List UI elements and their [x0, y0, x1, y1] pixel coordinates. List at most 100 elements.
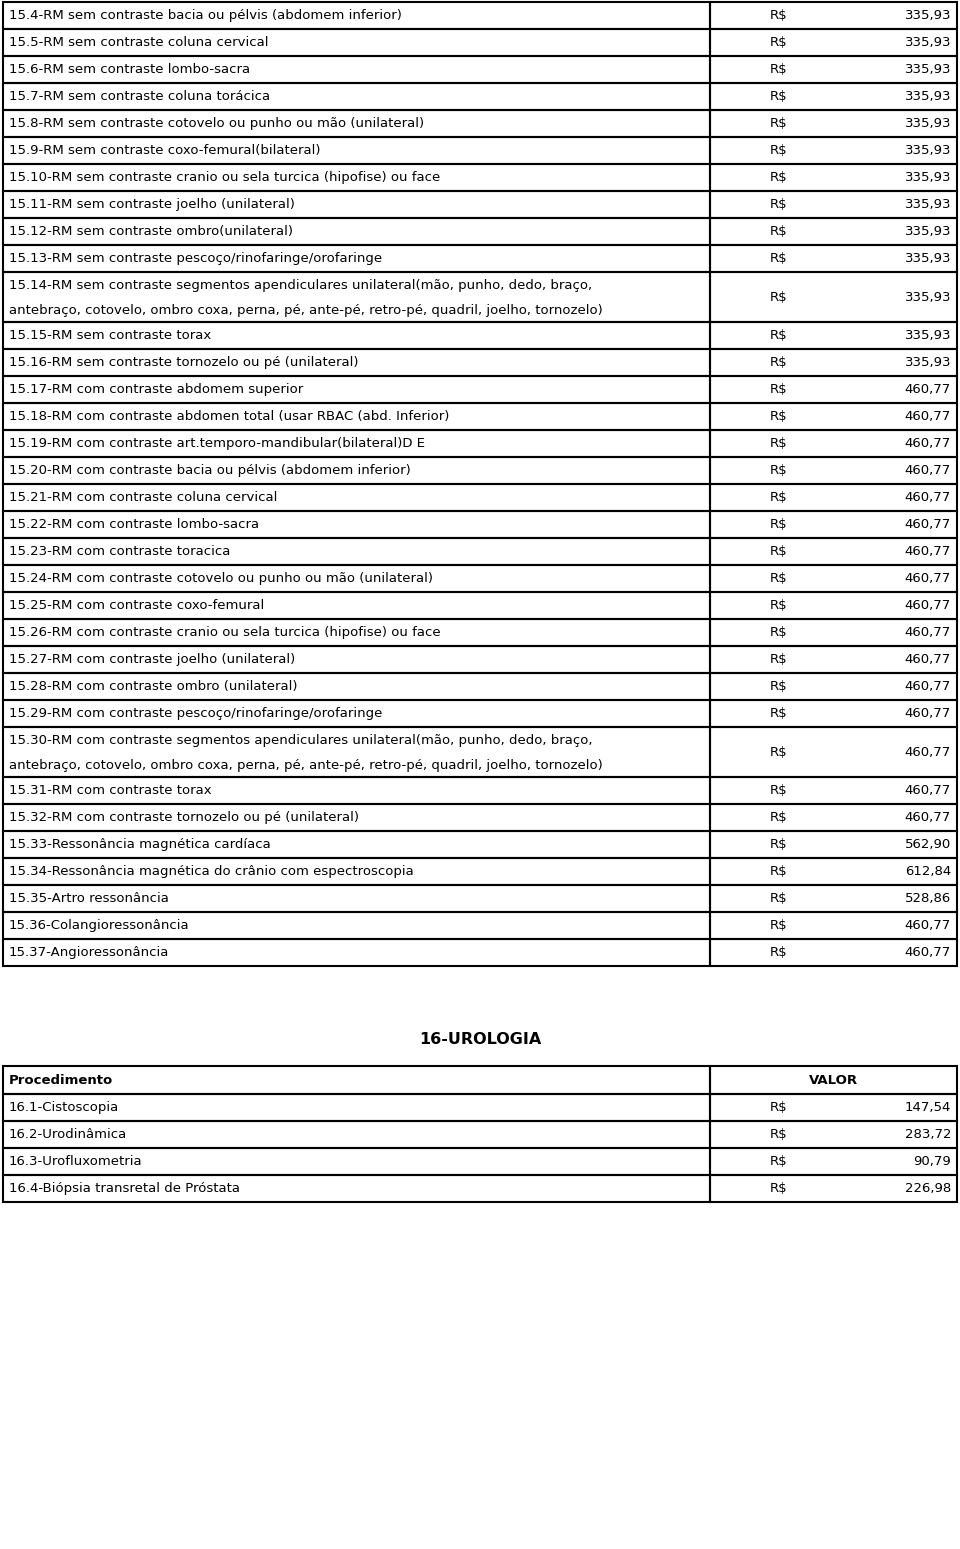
- Text: R$: R$: [770, 491, 787, 503]
- Text: 460,77: 460,77: [904, 812, 951, 824]
- Text: 15.22-RM com contraste lombo-sacra: 15.22-RM com contraste lombo-sacra: [9, 517, 259, 531]
- Bar: [3, 1066, 710, 1094]
- Bar: [3, 245, 710, 273]
- Bar: [3, 136, 710, 164]
- Text: R$: R$: [770, 383, 787, 397]
- Bar: [710, 322, 957, 349]
- Text: 15.32-RM com contraste tornozelo ou pé (unilateral): 15.32-RM com contraste tornozelo ou pé (…: [9, 812, 359, 824]
- Bar: [3, 349, 710, 376]
- Bar: [710, 620, 957, 646]
- Text: 16-UROLOGIA: 16-UROLOGIA: [419, 1032, 541, 1047]
- Text: R$: R$: [770, 919, 787, 932]
- Text: R$: R$: [770, 198, 787, 211]
- Bar: [3, 1094, 710, 1121]
- Bar: [710, 84, 957, 110]
- Bar: [3, 457, 710, 483]
- Text: 283,72: 283,72: [904, 1128, 951, 1142]
- Bar: [710, 592, 957, 620]
- Text: R$: R$: [770, 812, 787, 824]
- Bar: [3, 56, 710, 84]
- Text: 335,93: 335,93: [904, 170, 951, 184]
- Bar: [710, 511, 957, 538]
- Bar: [710, 912, 957, 939]
- Text: 335,93: 335,93: [904, 144, 951, 156]
- Text: 15.33-Ressonância magnética cardíaca: 15.33-Ressonância magnética cardíaca: [9, 838, 271, 850]
- Bar: [710, 431, 957, 457]
- Text: 528,86: 528,86: [904, 892, 951, 905]
- Text: R$: R$: [770, 838, 787, 850]
- Bar: [710, 726, 957, 778]
- Bar: [710, 218, 957, 245]
- Text: R$: R$: [770, 356, 787, 369]
- Text: R$: R$: [770, 706, 787, 720]
- Text: 15.20-RM com contraste bacia ou pélvis (abdomem inferior): 15.20-RM com contraste bacia ou pélvis (…: [9, 465, 411, 477]
- Text: 15.28-RM com contraste ombro (unilateral): 15.28-RM com contraste ombro (unilateral…: [9, 680, 298, 692]
- Bar: [710, 939, 957, 967]
- Bar: [710, 884, 957, 912]
- Bar: [3, 672, 710, 700]
- Bar: [3, 218, 710, 245]
- Text: 335,93: 335,93: [904, 64, 951, 76]
- Bar: [710, 804, 957, 830]
- Bar: [3, 726, 710, 778]
- Bar: [3, 403, 710, 431]
- Text: 15.36-Colangioressonância: 15.36-Colangioressonância: [9, 919, 190, 932]
- Text: R$: R$: [770, 64, 787, 76]
- Text: 15.21-RM com contraste coluna cervical: 15.21-RM com contraste coluna cervical: [9, 491, 277, 503]
- Text: 335,93: 335,93: [904, 225, 951, 239]
- Text: 15.26-RM com contraste cranio ou sela turcica (hipofise) ou face: 15.26-RM com contraste cranio ou sela tu…: [9, 626, 441, 640]
- Bar: [710, 136, 957, 164]
- Bar: [710, 56, 957, 84]
- Text: 335,93: 335,93: [904, 36, 951, 50]
- Text: R$: R$: [770, 572, 787, 586]
- Bar: [3, 2, 710, 29]
- Bar: [710, 1176, 957, 1202]
- Text: 460,77: 460,77: [904, 626, 951, 640]
- Bar: [710, 1066, 957, 1094]
- Text: R$: R$: [770, 892, 787, 905]
- Bar: [3, 511, 710, 538]
- Bar: [710, 483, 957, 511]
- Bar: [3, 858, 710, 884]
- Text: 15.11-RM sem contraste joelho (unilateral): 15.11-RM sem contraste joelho (unilatera…: [9, 198, 295, 211]
- Text: 226,98: 226,98: [904, 1182, 951, 1194]
- Text: 15.30-RM com contraste segmentos apendiculares unilateral(mão, punho, dedo, braç: 15.30-RM com contraste segmentos apendic…: [9, 734, 592, 747]
- Text: 15.25-RM com contraste coxo-femural: 15.25-RM com contraste coxo-femural: [9, 599, 264, 612]
- Text: 16.3-Urofluxometria: 16.3-Urofluxometria: [9, 1156, 143, 1168]
- Bar: [3, 646, 710, 672]
- Text: 90,79: 90,79: [913, 1156, 951, 1168]
- Text: R$: R$: [770, 864, 787, 878]
- Text: 15.37-Angioressonância: 15.37-Angioressonância: [9, 946, 169, 959]
- Text: 460,77: 460,77: [904, 745, 951, 759]
- Bar: [710, 29, 957, 56]
- Text: R$: R$: [770, 545, 787, 558]
- Bar: [710, 457, 957, 483]
- Text: R$: R$: [770, 599, 787, 612]
- Text: 460,77: 460,77: [904, 784, 951, 798]
- Text: R$: R$: [770, 410, 787, 423]
- Text: 15.19-RM com contraste art.temporo-mandibular(bilateral)D E: 15.19-RM com contraste art.temporo-mandi…: [9, 437, 425, 451]
- Text: 147,54: 147,54: [904, 1101, 951, 1114]
- Bar: [710, 1094, 957, 1121]
- Text: 16.4-Biópsia transretal de Próstata: 16.4-Biópsia transretal de Próstata: [9, 1182, 240, 1194]
- Text: antebraço, cotovelo, ombro coxa, perna, pé, ante-pé, retro-pé, quadril, joelho, : antebraço, cotovelo, ombro coxa, perna, …: [9, 304, 603, 318]
- Text: 460,77: 460,77: [904, 706, 951, 720]
- Text: 15.23-RM com contraste toracica: 15.23-RM com contraste toracica: [9, 545, 230, 558]
- Text: antebraço, cotovelo, ombro coxa, perna, pé, ante-pé, retro-pé, quadril, joelho, : antebraço, cotovelo, ombro coxa, perna, …: [9, 759, 603, 773]
- Bar: [3, 565, 710, 592]
- Text: 15.27-RM com contraste joelho (unilateral): 15.27-RM com contraste joelho (unilatera…: [9, 654, 296, 666]
- Text: R$: R$: [770, 118, 787, 130]
- Bar: [3, 804, 710, 830]
- Bar: [3, 538, 710, 565]
- Bar: [3, 620, 710, 646]
- Text: Procedimento: Procedimento: [9, 1073, 113, 1086]
- Text: 15.15-RM sem contraste torax: 15.15-RM sem contraste torax: [9, 328, 211, 342]
- Text: R$: R$: [770, 784, 787, 798]
- Bar: [3, 1176, 710, 1202]
- Text: 16.1-Cistoscopia: 16.1-Cistoscopia: [9, 1101, 119, 1114]
- Text: 460,77: 460,77: [904, 572, 951, 586]
- Text: 460,77: 460,77: [904, 545, 951, 558]
- Text: 335,93: 335,93: [904, 198, 951, 211]
- Text: 335,93: 335,93: [904, 118, 951, 130]
- Bar: [710, 349, 957, 376]
